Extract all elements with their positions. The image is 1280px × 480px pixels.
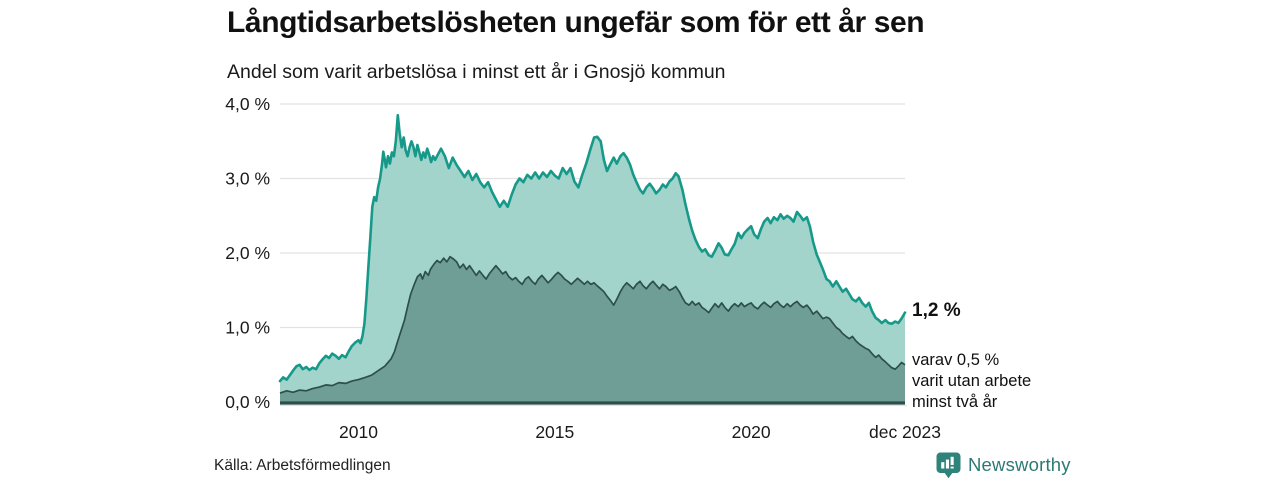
end-value-annotation: 1,2 % varav 0,5 % varit utan arbete mins…	[912, 300, 1062, 413]
chart-title: Långtidsarbetslösheten ungefär som för e…	[227, 6, 925, 39]
annotation-line-3: minst två år	[912, 393, 998, 411]
y-axis-tick-label: 3,0 %	[225, 169, 270, 189]
y-axis-tick-label: 4,0 %	[225, 94, 270, 114]
area-fill-minst-tva-ar	[280, 256, 905, 402]
newsworthy-branding: Newsworthy	[936, 451, 1071, 479]
y-axis-tick-label: 0,0 %	[225, 392, 270, 412]
y-axis-tick-label: 2,0 %	[225, 243, 270, 263]
line-minst-ett-ar	[278, 113, 907, 383]
line-minst-tva-ar	[279, 255, 906, 394]
annotation-line-2: varit utan arbete	[912, 372, 1032, 390]
source-note: Källa: Arbetsförmedlingen	[214, 457, 391, 474]
end-value-label: 1,2 %	[912, 300, 961, 321]
annotation-line-1: varav 0,5 %	[912, 351, 1000, 369]
newsworthy-wordmark: Newsworthy	[968, 454, 1071, 475]
chart-subtitle: Andel som varit arbetslösa i minst ett å…	[227, 61, 726, 83]
y-axis-tick-label: 1,0 %	[225, 318, 270, 338]
x-axis-tick-label: 2020	[732, 422, 771, 442]
newsworthy-pin-barchart-icon	[936, 452, 961, 478]
x-axis-tick-label: dec 2023	[869, 422, 941, 442]
x-axis-tick-label: 2010	[339, 422, 378, 442]
x-axis-tick-label: 2015	[535, 422, 574, 442]
